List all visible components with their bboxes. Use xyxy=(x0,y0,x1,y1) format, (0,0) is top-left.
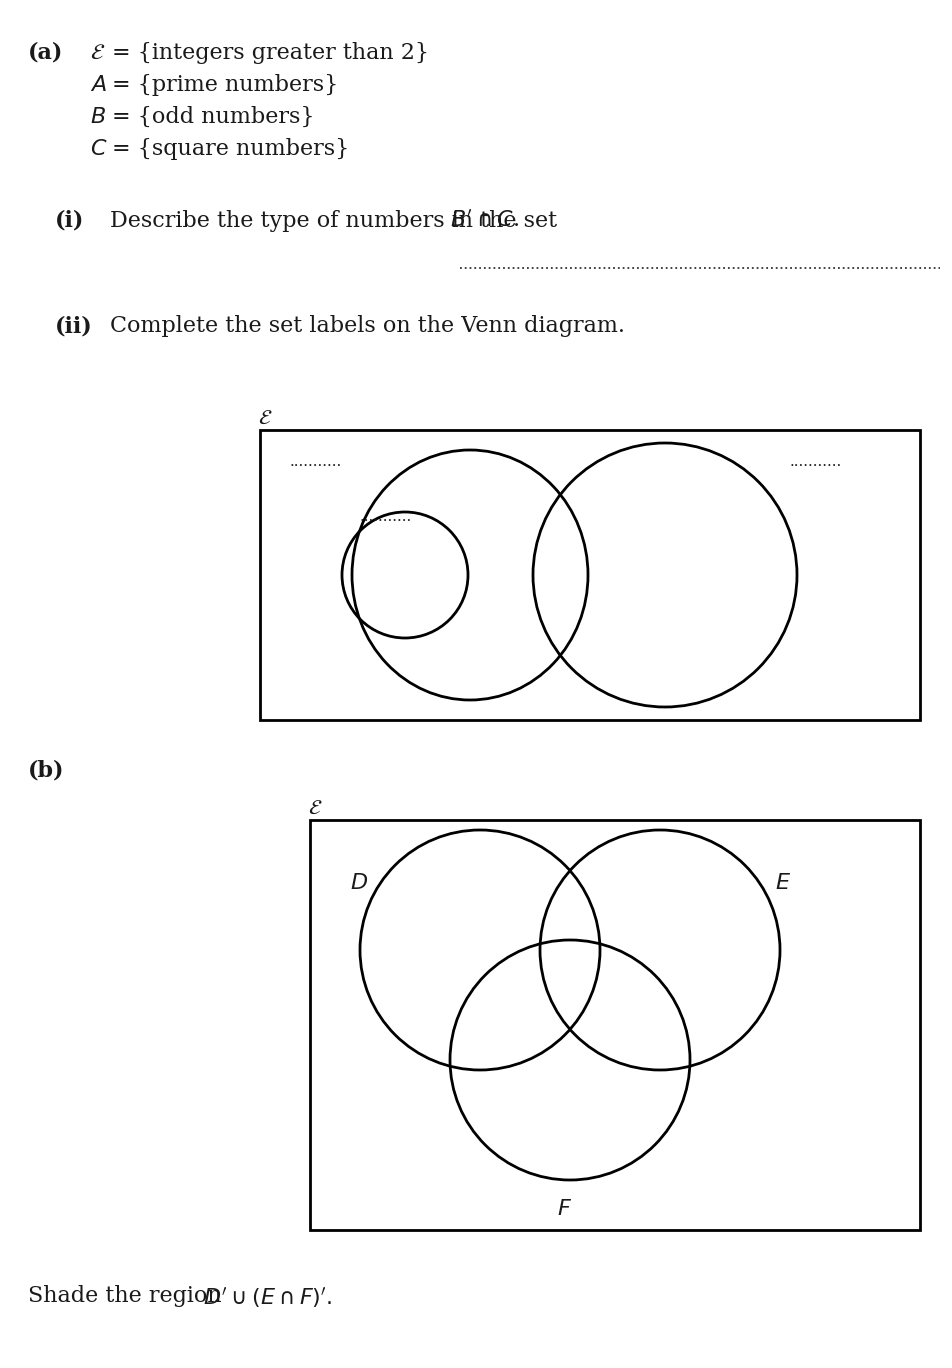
Text: $D' \cup (E \cap F)'.$: $D' \cup (E \cap F)'.$ xyxy=(203,1285,332,1309)
Text: $F$: $F$ xyxy=(557,1198,572,1220)
Text: = {integers greater than 2}: = {integers greater than 2} xyxy=(112,42,428,64)
Text: $E$: $E$ xyxy=(774,871,790,895)
Text: $\mathcal{E}$: $\mathcal{E}$ xyxy=(89,42,105,64)
Text: = {odd numbers}: = {odd numbers} xyxy=(112,105,314,129)
Text: (ii): (ii) xyxy=(55,315,92,337)
Text: Shade the region: Shade the region xyxy=(28,1285,222,1306)
Text: (b): (b) xyxy=(28,761,65,782)
Text: $B'\cap C$.: $B'\cap C$. xyxy=(449,211,519,233)
Text: Describe the type of numbers in the set: Describe the type of numbers in the set xyxy=(109,211,564,233)
Text: ...........: ........... xyxy=(789,456,842,469)
Text: $\mathcal{E}$: $\mathcal{E}$ xyxy=(258,409,272,428)
Text: Complete the set labels on the Venn diagram.: Complete the set labels on the Venn diag… xyxy=(109,315,625,337)
Text: (a): (a) xyxy=(28,42,64,64)
Text: $C$: $C$ xyxy=(89,138,108,160)
Bar xyxy=(260,430,919,720)
Text: $A$: $A$ xyxy=(89,74,107,96)
Text: = {prime numbers}: = {prime numbers} xyxy=(112,74,338,96)
Text: = {square numbers}: = {square numbers} xyxy=(112,138,348,160)
Text: ...........: ........... xyxy=(289,456,342,469)
Text: $\mathcal{E}$: $\mathcal{E}$ xyxy=(307,799,322,818)
Text: $B$: $B$ xyxy=(89,105,106,129)
Text: ...........: ........... xyxy=(360,510,412,524)
Text: $D$: $D$ xyxy=(349,871,367,895)
Bar xyxy=(309,819,919,1230)
Text: (i): (i) xyxy=(55,211,85,233)
